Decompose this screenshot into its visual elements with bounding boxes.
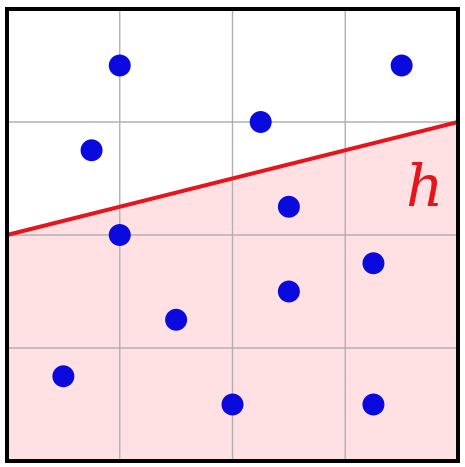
data-point xyxy=(362,252,385,275)
data-points-layer xyxy=(52,54,413,416)
plot-frame xyxy=(5,7,460,463)
hypothesis-label: h xyxy=(406,152,443,220)
hypothesis-line-layer xyxy=(6,120,459,237)
data-point xyxy=(362,393,385,416)
data-point xyxy=(52,365,75,388)
data-point xyxy=(249,111,272,133)
data-point xyxy=(80,139,103,162)
data-point xyxy=(277,195,300,218)
data-point xyxy=(390,54,413,77)
data-point xyxy=(165,308,188,331)
data-point xyxy=(277,280,300,303)
data-point xyxy=(108,54,131,77)
data-point xyxy=(108,224,131,246)
hypothesis-line xyxy=(6,120,459,237)
data-point xyxy=(221,393,244,416)
